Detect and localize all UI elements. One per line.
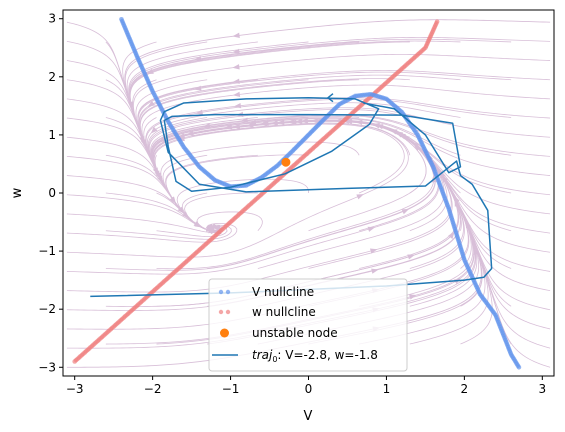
streamline-arrow <box>369 248 378 254</box>
x-tick-label: −1 <box>222 382 240 396</box>
y-axis-label: w <box>10 187 25 198</box>
streamline-arrow <box>232 64 240 70</box>
y-tick-label: −2 <box>38 302 56 316</box>
streamline-arrow <box>194 85 202 91</box>
legend-entry-unstable-node: unstable node <box>220 326 338 340</box>
v-nullcline-point <box>516 364 522 370</box>
series-layer <box>72 16 522 370</box>
legend-marker-unstable-node <box>220 328 229 338</box>
legend-label-v-nullcline: V nullcline <box>252 285 314 299</box>
x-tick-label: 2 <box>461 382 469 396</box>
streamline-arrow <box>232 32 240 39</box>
streamline-arrow <box>232 91 241 98</box>
legend-marker-v-nullcline <box>218 289 224 295</box>
streamline-arrow <box>224 124 233 130</box>
legend-trajectory-subscript: 0 <box>272 355 277 364</box>
y-tick-label: −3 <box>38 360 56 374</box>
w-nullcline-point <box>434 19 440 24</box>
legend-entry-trajectory: traj0: V=-2.8, w=-1.8 <box>212 348 378 364</box>
streamline-arrow <box>202 123 211 129</box>
legend-label-unstable-node: unstable node <box>252 326 338 340</box>
x-axis-label: V <box>304 409 313 424</box>
legend: V nullcline w nullcline unstable node tr… <box>208 278 408 372</box>
legend-box <box>208 278 408 372</box>
legend-entry-v-nullcline: V nullcline <box>218 285 314 299</box>
unstable-node-marker <box>281 157 291 167</box>
x-tick-label: −3 <box>66 382 84 396</box>
y-tick-label: 3 <box>48 12 56 26</box>
streamline-arrow <box>147 100 155 107</box>
trajectory-arrow <box>326 93 334 103</box>
y-tick-label: 0 <box>48 186 56 200</box>
y-axis: −3 −2 −1 0 1 2 3 <box>38 12 63 374</box>
legend-entry-w-nullcline: w nullcline <box>218 305 316 319</box>
streamline-arrow <box>150 126 158 134</box>
legend-label-trajectory: traj0: V=-2.8, w=-1.8 <box>252 348 378 364</box>
x-tick-label: 1 <box>383 382 391 396</box>
legend-trajectory-name: traj <box>252 348 273 362</box>
v-nullcline <box>119 16 522 370</box>
legend-marker-w-nullcline <box>218 309 224 315</box>
x-tick-label: 0 <box>305 382 313 396</box>
x-tick-label: −2 <box>144 382 162 396</box>
x-tick-label: 3 <box>538 382 546 396</box>
streamline-arrow <box>195 109 204 115</box>
legend-trajectory-params: : V=-2.8, w=-1.8 <box>277 348 377 362</box>
streamline-arrow <box>158 136 166 143</box>
x-axis: −3 −2 −1 0 1 2 3 <box>66 376 546 396</box>
streamline-arrow <box>194 55 202 62</box>
streamline-arrow <box>401 208 410 215</box>
y-tick-label: 1 <box>48 128 56 142</box>
y-tick-label: 2 <box>48 70 56 84</box>
legend-label-w-nullcline: w nullcline <box>252 305 316 319</box>
y-tick-label: −1 <box>38 244 56 258</box>
streamline-arrow <box>448 231 455 239</box>
trajectory-line <box>90 96 493 298</box>
w-nullcline <box>72 19 440 364</box>
streamline-arrow <box>356 194 364 200</box>
